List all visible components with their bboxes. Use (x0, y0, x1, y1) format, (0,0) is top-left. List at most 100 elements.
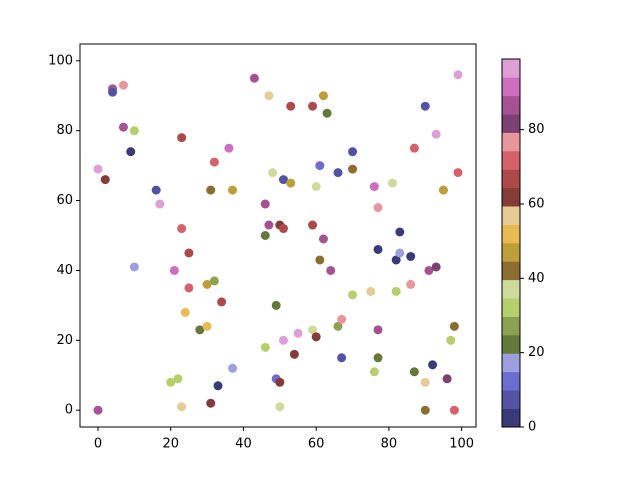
point (431, 262, 441, 272)
point (155, 199, 165, 209)
point (177, 133, 187, 143)
point (271, 300, 281, 310)
point (442, 374, 452, 384)
colorbar-tick-label: 0 (528, 420, 536, 435)
point (275, 402, 285, 412)
point (268, 168, 278, 178)
point (395, 227, 405, 237)
point (93, 405, 103, 415)
point (420, 377, 430, 387)
point (449, 321, 459, 331)
colorbar-segment (502, 77, 520, 97)
point (289, 349, 299, 359)
colorbar-tick-label: 80 (528, 122, 545, 137)
colorbar-tick-label: 20 (528, 345, 545, 360)
point (129, 262, 139, 272)
point (228, 185, 238, 195)
point (373, 203, 383, 213)
point (308, 220, 318, 230)
colorbar-segment (502, 206, 520, 225)
y-tick-label: 80 (56, 123, 73, 138)
point (348, 147, 358, 157)
y-tick-label: 100 (48, 53, 73, 68)
y-tick-label: 40 (56, 263, 73, 278)
x-tick-label: 100 (449, 437, 474, 452)
point (366, 286, 376, 296)
colorbar-segment (502, 316, 520, 336)
point (409, 143, 419, 153)
y-tick-label: 0 (65, 403, 73, 418)
point (264, 220, 274, 230)
colorbar-segment (502, 169, 520, 189)
colorbar-segment (502, 132, 520, 152)
point (333, 321, 343, 331)
x-tick-label: 80 (381, 437, 398, 452)
point (453, 168, 463, 178)
colorbar-tick-label: 60 (528, 196, 545, 211)
point (206, 185, 216, 195)
point (308, 101, 318, 111)
point (286, 101, 296, 111)
y-tick-label: 60 (56, 193, 73, 208)
colorbar-segment (502, 353, 520, 373)
point (184, 248, 194, 258)
point (249, 73, 259, 83)
point (431, 129, 441, 139)
point (177, 402, 187, 412)
point (406, 279, 416, 289)
point (438, 185, 448, 195)
point (420, 405, 430, 415)
colorbar-segment (502, 261, 520, 281)
point (209, 276, 219, 286)
point (108, 87, 118, 97)
point (333, 168, 343, 178)
colorbar-segment (502, 390, 520, 409)
colorbar-segment (502, 151, 520, 170)
point (453, 70, 463, 80)
point (337, 353, 347, 363)
point (391, 286, 401, 296)
point (318, 91, 328, 101)
colorbar-segment (502, 335, 520, 354)
colorbar-segment (502, 187, 520, 207)
point (173, 374, 183, 384)
colorbar-segment (502, 243, 520, 262)
point (278, 175, 288, 185)
point (395, 248, 405, 258)
point (278, 224, 288, 234)
point (388, 178, 398, 188)
point (420, 101, 430, 111)
x-tick-label: 0 (94, 437, 102, 452)
point (409, 367, 419, 377)
point (118, 122, 128, 132)
point (293, 328, 303, 338)
point (446, 335, 456, 345)
point (318, 234, 328, 244)
point (311, 332, 321, 342)
point (278, 335, 288, 345)
point (129, 126, 139, 136)
point (275, 377, 285, 387)
point (100, 175, 110, 185)
point (424, 265, 434, 275)
y-tick-label: 20 (56, 333, 73, 348)
point (118, 80, 128, 90)
point (311, 182, 321, 192)
point (449, 405, 459, 415)
point (326, 265, 336, 275)
point (391, 255, 401, 265)
point (224, 143, 234, 153)
point (337, 314, 347, 324)
point (209, 157, 219, 167)
point (180, 307, 190, 317)
x-tick-label: 60 (308, 437, 325, 452)
colorbar-segment (502, 59, 520, 78)
point (348, 290, 358, 300)
point (202, 321, 212, 331)
point (206, 398, 216, 408)
point (93, 164, 103, 174)
point (348, 164, 358, 174)
point (260, 199, 270, 209)
colorbar-segment (502, 279, 520, 299)
